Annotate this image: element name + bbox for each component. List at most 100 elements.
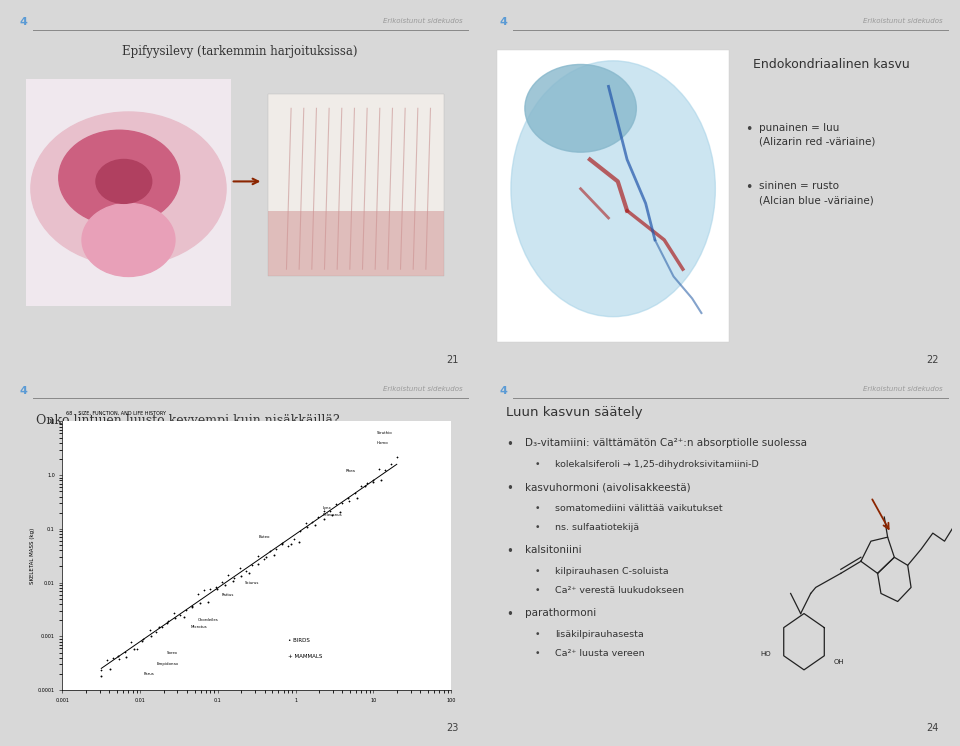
- Point: [307, 519, 323, 531]
- Text: • BIRDS: • BIRDS: [288, 638, 310, 643]
- Text: 4: 4: [499, 386, 507, 396]
- Point: [287, 533, 302, 545]
- Text: Erikoistunut sidekudos: Erikoistunut sidekudos: [383, 18, 463, 24]
- Point: [110, 650, 126, 662]
- Point: [176, 612, 191, 624]
- Point: [127, 643, 142, 655]
- Text: kolekalsiferoli → 1,25-dihydroksivitamiini-D: kolekalsiferoli → 1,25-dihydroksivitamii…: [555, 460, 758, 469]
- Point: [365, 474, 380, 486]
- Text: 22: 22: [925, 355, 938, 365]
- Point: [348, 492, 364, 504]
- Text: Sciurus: Sciurus: [245, 580, 259, 585]
- Point: [118, 646, 133, 658]
- Text: Lynx: Lynx: [323, 506, 331, 510]
- Text: Ca²⁺ luusta vereen: Ca²⁺ luusta vereen: [555, 649, 645, 658]
- Y-axis label: SKELETAL MASS (kg): SKELETAL MASS (kg): [30, 527, 35, 584]
- Point: [94, 664, 109, 676]
- Point: [311, 511, 326, 523]
- Text: •: •: [506, 545, 514, 558]
- Circle shape: [525, 64, 636, 152]
- Point: [238, 565, 253, 577]
- Point: [124, 636, 139, 648]
- Text: 23: 23: [446, 724, 458, 733]
- Text: •: •: [534, 586, 540, 595]
- Text: Homo: Homo: [376, 441, 389, 445]
- Point: [353, 480, 369, 492]
- Point: [220, 569, 235, 581]
- Point: [232, 562, 248, 574]
- Point: [262, 545, 277, 557]
- Point: [250, 557, 265, 569]
- Point: [245, 559, 260, 571]
- Text: ns. sulfaatiotekijä: ns. sulfaatiotekijä: [555, 523, 639, 532]
- Point: [280, 539, 296, 551]
- Bar: [268, 210, 444, 277]
- Point: [304, 515, 320, 527]
- Point: [256, 553, 272, 565]
- Text: somatomediini välittää vaikutukset: somatomediini välittää vaikutukset: [555, 504, 723, 513]
- Point: [226, 575, 241, 587]
- Point: [134, 635, 150, 647]
- Point: [293, 525, 308, 537]
- Text: •: •: [746, 123, 753, 136]
- Point: [217, 579, 232, 591]
- Point: [184, 600, 200, 612]
- Point: [196, 584, 211, 596]
- Point: [347, 487, 362, 499]
- Text: + MAMMALS: + MAMMALS: [288, 653, 323, 659]
- Point: [377, 464, 393, 476]
- Text: Erikoistunut sidekudos: Erikoistunut sidekudos: [863, 386, 943, 392]
- Text: Luun kasvun säätely: Luun kasvun säätely: [506, 407, 643, 419]
- Point: [130, 643, 145, 655]
- Point: [106, 652, 121, 664]
- Text: Endokondriaalinen kasvu: Endokondriaalinen kasvu: [753, 58, 909, 71]
- Point: [373, 474, 389, 486]
- Point: [328, 498, 344, 510]
- Circle shape: [96, 160, 152, 204]
- Point: [178, 604, 193, 616]
- Circle shape: [82, 204, 175, 277]
- Text: •: •: [506, 439, 514, 451]
- Point: [366, 476, 381, 488]
- Text: 21: 21: [446, 355, 458, 365]
- Point: [283, 539, 299, 551]
- Text: Erikoistunut sidekudos: Erikoistunut sidekudos: [383, 386, 463, 392]
- Text: •: •: [534, 567, 540, 576]
- Point: [209, 583, 225, 595]
- Point: [111, 653, 127, 665]
- Text: •: •: [506, 608, 514, 621]
- Point: [341, 492, 356, 504]
- Point: [323, 505, 338, 517]
- Point: [389, 451, 404, 463]
- Point: [94, 670, 109, 682]
- Point: [341, 495, 356, 507]
- Point: [166, 606, 181, 618]
- Point: [190, 588, 205, 600]
- Text: 24: 24: [926, 724, 938, 733]
- Point: [154, 621, 169, 633]
- Point: [143, 630, 158, 642]
- Text: punainen = luu
(Alizarin red -väriaine): punainen = luu (Alizarin red -väriaine): [759, 123, 876, 147]
- Text: Empidonax: Empidonax: [157, 662, 180, 666]
- Point: [201, 596, 216, 608]
- Point: [233, 570, 249, 582]
- Text: Rhea: Rhea: [346, 469, 355, 473]
- Text: 4: 4: [19, 17, 27, 28]
- Text: •: •: [746, 181, 753, 195]
- Text: Epifyysilevy (tarkemmin harjoituksissa): Epifyysilevy (tarkemmin harjoituksissa): [122, 46, 358, 58]
- Point: [142, 624, 157, 636]
- Point: [208, 581, 224, 593]
- Text: Parus: Parus: [143, 672, 155, 676]
- Text: kalsitoniini: kalsitoniini: [525, 545, 582, 555]
- Point: [172, 609, 187, 621]
- Point: [275, 538, 290, 550]
- Text: •: •: [506, 483, 514, 495]
- Text: 68    SIZE, FUNCTION, AND LIFE HISTORY: 68 SIZE, FUNCTION, AND LIFE HISTORY: [66, 411, 166, 416]
- Circle shape: [59, 131, 180, 225]
- Point: [383, 458, 398, 470]
- Text: Struthio: Struthio: [376, 431, 393, 436]
- Text: HO: HO: [760, 651, 771, 656]
- Text: OH: OH: [834, 659, 845, 665]
- Point: [227, 572, 242, 584]
- Point: [251, 551, 266, 562]
